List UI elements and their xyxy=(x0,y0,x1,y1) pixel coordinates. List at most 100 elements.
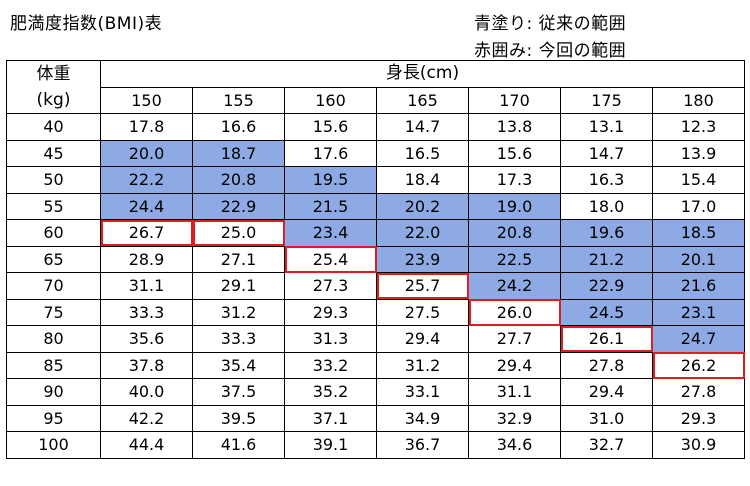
bmi-cell: 29.4 xyxy=(560,378,653,406)
bmi-cell: 17.0 xyxy=(652,192,745,220)
bmi-cell: 31.0 xyxy=(560,404,653,432)
table-row: 85 37.8 35.4 33.2 31.2 29.4 27.8 26.2 xyxy=(6,351,745,379)
bmi-cell: 39.5 xyxy=(192,404,285,432)
bmi-cell: 16.6 xyxy=(192,113,285,141)
bmi-cell: 24.4 xyxy=(100,192,193,220)
bmi-cell: 15.4 xyxy=(652,166,745,194)
bmi-cell: 23.1 xyxy=(652,298,745,326)
bmi-cell: 22.9 xyxy=(192,192,285,220)
bmi-cell: 30.9 xyxy=(652,431,745,459)
bmi-cell: 36.7 xyxy=(376,431,469,459)
bmi-cell: 33.2 xyxy=(284,351,377,379)
table-row: 60 26.7 25.0 23.4 22.0 20.8 19.6 18.5 xyxy=(6,219,745,247)
bmi-cell: 24.5 xyxy=(560,298,653,326)
legend-red: 赤囲み: 今回の範囲 xyxy=(474,41,627,61)
bmi-cell: 31.3 xyxy=(284,325,377,353)
table-row: 55 24.4 22.9 21.5 20.2 19.0 18.0 17.0 xyxy=(6,192,745,220)
bmi-cell: 41.6 xyxy=(192,431,285,459)
bmi-cell: 19.0 xyxy=(468,192,561,220)
bmi-cell: 27.5 xyxy=(376,298,469,326)
table-row: 90 40.0 37.5 35.2 33.1 31.1 29.4 27.8 xyxy=(6,378,745,406)
weight-cell: 85 xyxy=(6,351,101,379)
bmi-cell: 25.0 xyxy=(192,219,285,247)
bmi-cell: 22.0 xyxy=(376,219,469,247)
bmi-cell: 35.2 xyxy=(284,378,377,406)
table-row: 45 20.0 18.7 17.6 16.5 15.6 14.7 13.9 xyxy=(6,139,745,167)
bmi-cell: 22.2 xyxy=(100,166,193,194)
bmi-cell: 14.7 xyxy=(560,139,653,167)
bmi-cell: 14.7 xyxy=(376,113,469,141)
weight-header: 体重 xyxy=(6,60,101,87)
weight-cell: 70 xyxy=(6,272,101,300)
bmi-cell: 24.7 xyxy=(652,325,745,353)
bmi-cell: 27.8 xyxy=(560,351,653,379)
height-header: 身長(cm) xyxy=(100,60,745,88)
table-row: 75 33.3 31.2 29.3 27.5 26.0 24.5 23.1 xyxy=(6,298,745,326)
bmi-cell: 42.2 xyxy=(100,404,193,432)
height-col-header: 170 xyxy=(468,86,561,114)
bmi-cell: 13.9 xyxy=(652,139,745,167)
legend-blue: 青塗り: 従来の範囲 xyxy=(474,14,627,34)
bmi-cell: 37.5 xyxy=(192,378,285,406)
bmi-table: 体重 身長(cm) (kg) 150 155 160 165 170 175 180 40 1… xyxy=(6,60,745,459)
bmi-cell: 33.3 xyxy=(192,325,285,353)
bmi-cell: 31.1 xyxy=(100,272,193,300)
bmi-cell: 26.7 xyxy=(100,219,193,247)
bmi-cell: 18.7 xyxy=(192,139,285,167)
bmi-cell: 26.2 xyxy=(652,351,745,379)
bmi-cell: 32.9 xyxy=(468,404,561,432)
bmi-cell: 33.1 xyxy=(376,378,469,406)
bmi-cell: 17.8 xyxy=(100,113,193,141)
bmi-cell: 21.5 xyxy=(284,192,377,220)
bmi-cell: 19.6 xyxy=(560,219,653,247)
bmi-cell: 31.1 xyxy=(468,378,561,406)
bmi-cell: 27.8 xyxy=(652,378,745,406)
bmi-cell: 25.7 xyxy=(376,272,469,300)
bmi-cell: 34.9 xyxy=(376,404,469,432)
table-row: 65 28.9 27.1 25.4 23.9 22.5 21.2 20.1 xyxy=(6,245,745,273)
bmi-cell: 27.7 xyxy=(468,325,561,353)
bmi-cell: 20.8 xyxy=(192,166,285,194)
weight-cell: 75 xyxy=(6,298,101,326)
bmi-cell: 40.0 xyxy=(100,378,193,406)
bmi-cell: 20.1 xyxy=(652,245,745,273)
bmi-cell: 22.5 xyxy=(468,245,561,273)
bmi-cell: 15.6 xyxy=(468,139,561,167)
bmi-cell: 24.2 xyxy=(468,272,561,300)
bmi-cell: 37.1 xyxy=(284,404,377,432)
weight-cell: 100 xyxy=(6,431,101,459)
table-row: 80 35.6 33.3 31.3 29.4 27.7 26.1 24.7 xyxy=(6,325,745,353)
bmi-cell: 28.9 xyxy=(100,245,193,273)
bmi-cell: 16.5 xyxy=(376,139,469,167)
bmi-cell: 13.8 xyxy=(468,113,561,141)
bmi-cell: 29.1 xyxy=(192,272,285,300)
weight-cell: 40 xyxy=(6,113,101,141)
weight-cell: 45 xyxy=(6,139,101,167)
weight-cell: 65 xyxy=(6,245,101,273)
bmi-cell: 29.3 xyxy=(284,298,377,326)
bmi-cell: 35.4 xyxy=(192,351,285,379)
bmi-cell: 21.2 xyxy=(560,245,653,273)
bmi-cell: 39.1 xyxy=(284,431,377,459)
bmi-cell: 29.4 xyxy=(376,325,469,353)
table-row: 50 22.2 20.8 19.5 18.4 17.3 16.3 15.4 xyxy=(6,166,745,194)
bmi-cell: 22.9 xyxy=(560,272,653,300)
weight-cell: 55 xyxy=(6,192,101,220)
height-col-header: 155 xyxy=(192,86,285,114)
bmi-cell: 33.3 xyxy=(100,298,193,326)
height-col-header: 150 xyxy=(100,86,193,114)
bmi-cell: 20.0 xyxy=(100,139,193,167)
table-row: 95 42.2 39.5 37.1 34.9 32.9 31.0 29.3 xyxy=(6,404,745,432)
page-title: 肥満度指数(BMI)表 xyxy=(10,14,163,34)
bmi-cell: 18.4 xyxy=(376,166,469,194)
bmi-cell: 27.3 xyxy=(284,272,377,300)
bmi-cell: 23.9 xyxy=(376,245,469,273)
bmi-cell: 29.3 xyxy=(652,404,745,432)
bmi-cell: 19.5 xyxy=(284,166,377,194)
bmi-cell: 17.3 xyxy=(468,166,561,194)
bmi-cell: 44.4 xyxy=(100,431,193,459)
table-row: 40 17.8 16.6 15.6 14.7 13.8 13.1 12.3 xyxy=(6,113,745,141)
weight-cell: 60 xyxy=(6,219,101,247)
bmi-cell: 20.2 xyxy=(376,192,469,220)
bmi-cell: 32.7 xyxy=(560,431,653,459)
